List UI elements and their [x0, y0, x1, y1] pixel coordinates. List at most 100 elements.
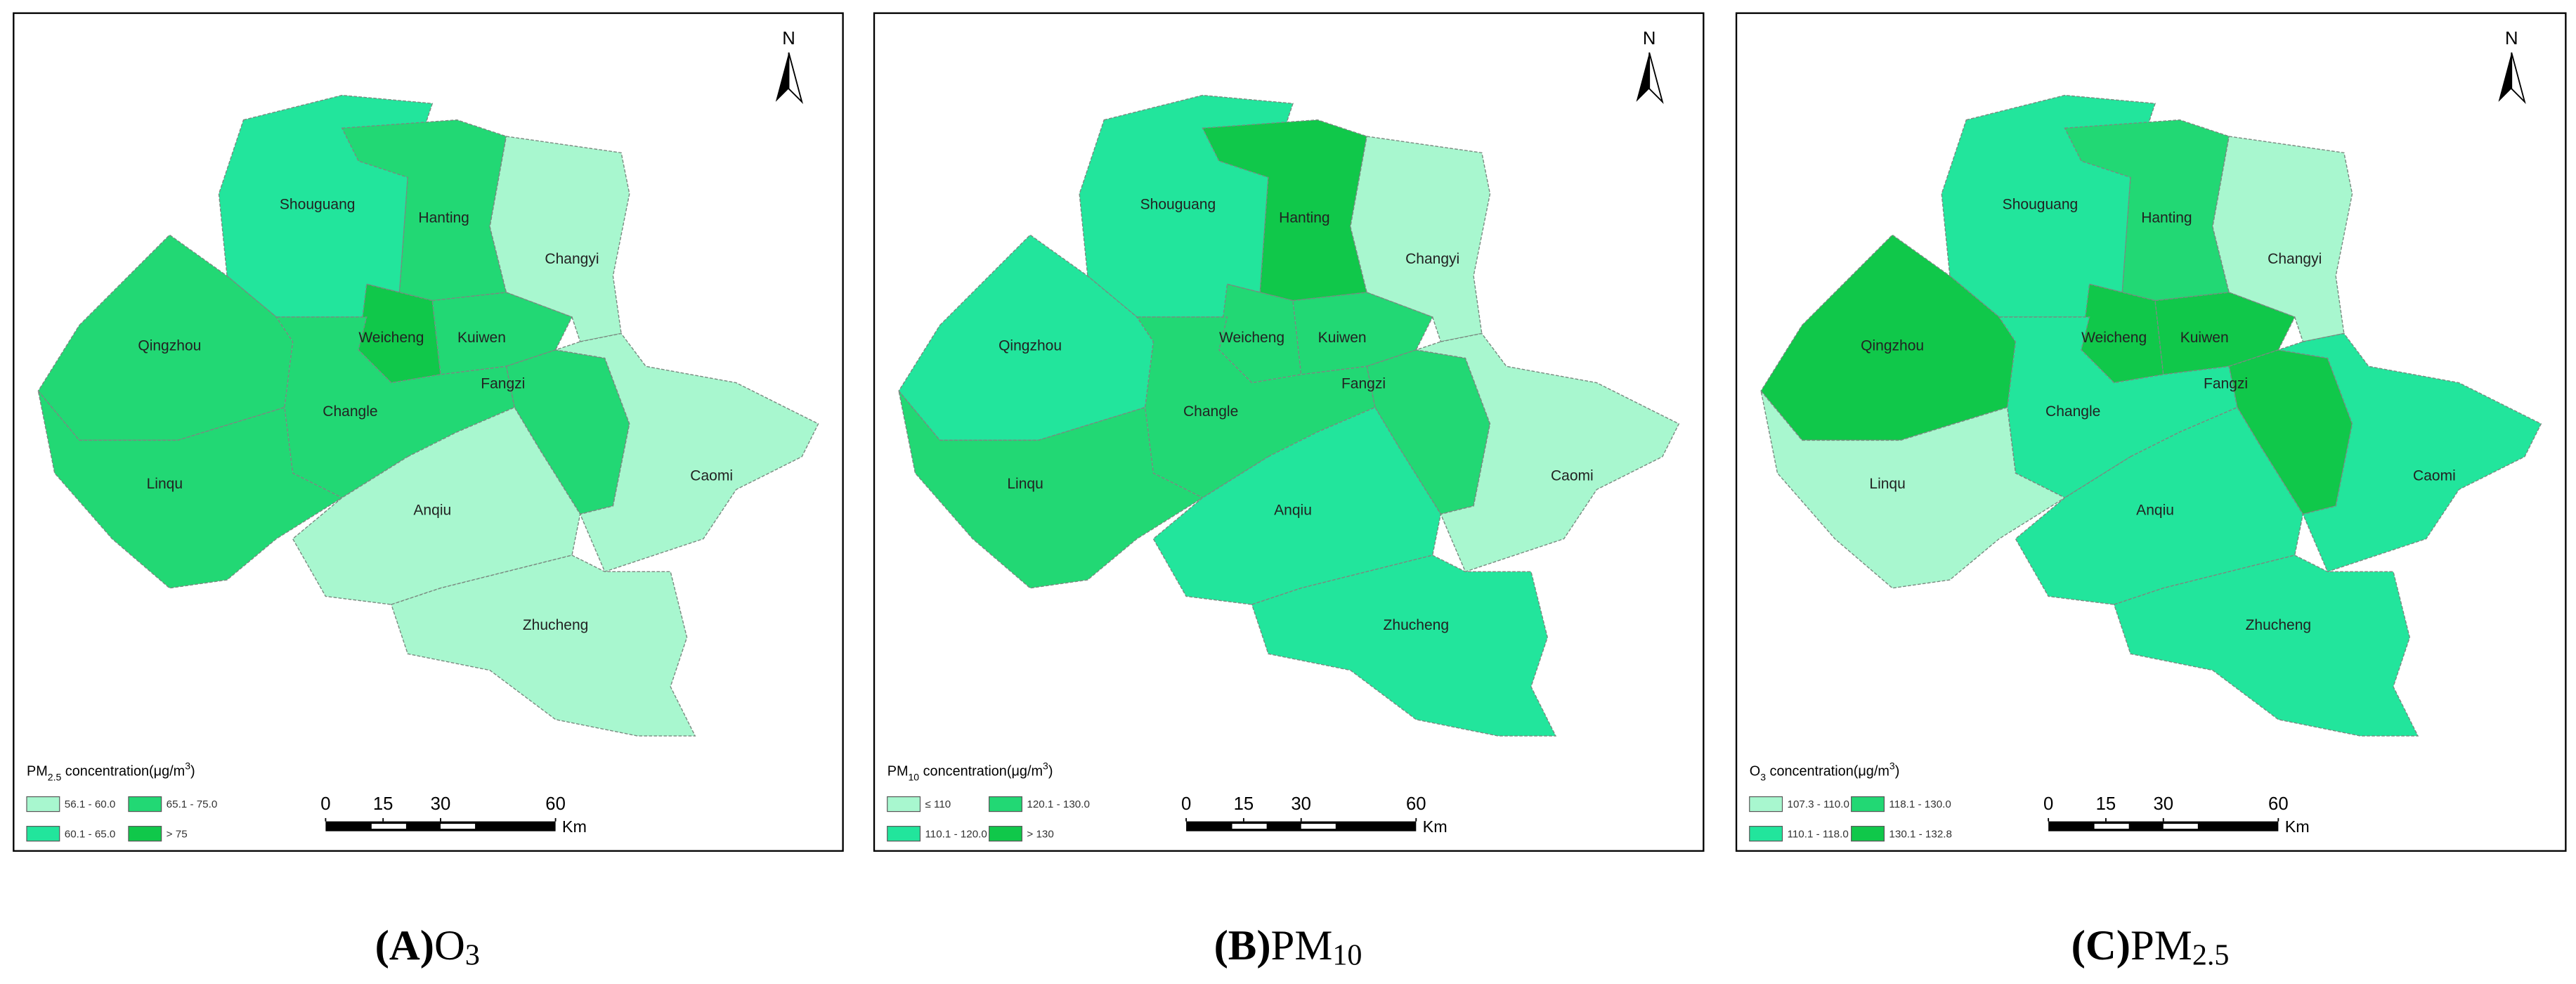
caption: (B)PM10 [1214, 922, 1362, 971]
north-arrow [2511, 52, 2526, 105]
county [505, 349, 630, 515]
county-label: Linqu [1869, 476, 1905, 492]
legend-label: ≤ 110 [925, 798, 951, 810]
north-arrow [775, 52, 789, 102]
county-label: Changyi [1405, 251, 1459, 267]
north-arrow [788, 52, 803, 105]
caption-sub: 10 [1332, 939, 1362, 971]
scale-tick-label: 30 [1291, 794, 1311, 814]
legend-swatch [128, 826, 162, 842]
legend-title-text: concentration(μg/m [919, 764, 1043, 779]
legend-label: 118.1 - 130.0 [1889, 798, 1951, 810]
legend-swatch [989, 796, 1022, 813]
county-label: Kuiwen [1318, 330, 1367, 346]
caption-sub: 3 [465, 939, 480, 971]
map-panel: Shouguang Hanting Changyi Qingzhou Weicheng K… [13, 12, 844, 852]
county-label: Zhucheng [523, 617, 588, 633]
county-label: Weicheng [2081, 330, 2147, 346]
legend-title-name: PM [27, 764, 48, 779]
legend-title-text: concentration(μg/m [1766, 764, 1889, 779]
legend-title: O3 concentration(μg/m3) [1750, 760, 1900, 782]
legend-title: PM2.5 concentration(μg/m3) [27, 760, 195, 782]
county-label: Qingzhou [138, 338, 201, 354]
scale-tick-label: 15 [1234, 794, 1254, 814]
county-label: Changle [1183, 403, 1238, 420]
county [390, 555, 696, 737]
legend-swatch [989, 826, 1022, 842]
legend-title-end: ) [1048, 764, 1053, 779]
county-label: Shouguang [1140, 197, 1216, 213]
legend-swatch [26, 826, 60, 842]
county [1292, 292, 1433, 375]
legend-label: 60.1 - 65.0 [65, 828, 116, 840]
legend-title-name: PM [887, 764, 909, 779]
county [2228, 349, 2353, 515]
legend-title-sup: 3 [185, 760, 190, 771]
legend-swatch [128, 796, 162, 813]
county [1366, 349, 1491, 515]
scale-bar-segment [371, 824, 406, 829]
north-arrow [2498, 52, 2512, 102]
county [2154, 292, 2296, 375]
county-label: Caomi [2413, 467, 2456, 484]
north-label: N [1643, 29, 1656, 48]
county-label: Caomi [690, 467, 733, 484]
scale-bar-segment [2163, 824, 2198, 829]
scale-bar [1186, 821, 1417, 831]
caption: (A)O3 [375, 922, 480, 971]
scale-tick-label: 30 [431, 794, 451, 814]
county-label: Anqiu [1274, 502, 1312, 518]
county [1760, 390, 2066, 589]
scale-bar-segment [1232, 824, 1267, 829]
county-label: Qingzhou [1861, 338, 1924, 354]
caption-name: O [434, 922, 465, 969]
legend-label: 130.1 - 132.8 [1889, 828, 1952, 840]
county-label: Hanting [1279, 209, 1329, 226]
county-label: Anqiu [2136, 502, 2174, 518]
county-label: Shouguang [280, 197, 356, 213]
scale-unit: Km [2285, 817, 2310, 836]
map-panel: Shouguang Hanting Changyi Qingzhou Weicheng K… [1735, 12, 2567, 852]
scale-bar-segment [440, 824, 476, 829]
legend-title-end: ) [1895, 764, 1900, 779]
legend-title-text: concentration(μg/m [61, 764, 185, 779]
legend-label: 65.1 - 75.0 [167, 798, 218, 810]
county [1251, 555, 1557, 737]
north-arrow [1648, 52, 1664, 105]
legend-label: 56.1 - 60.0 [65, 798, 116, 810]
county-label: Fangzi [481, 375, 525, 391]
county-label: Zhucheng [2246, 617, 2311, 633]
county-label: Caomi [1551, 467, 1594, 484]
legend-swatch [887, 796, 921, 813]
county-label: Zhucheng [1384, 617, 1449, 633]
scale-tick-label: 60 [2268, 794, 2289, 814]
legend-label: > 75 [167, 828, 188, 840]
county-label: Linqu [147, 476, 183, 492]
map-panel: Shouguang Hanting Changyi Qingzhou Weicheng K… [873, 12, 1705, 852]
legend-title-sup: 3 [1889, 760, 1895, 771]
scale-tick-label: 60 [545, 794, 566, 814]
legend-label: 110.1 - 118.0 [1788, 828, 1849, 840]
county-label: Hanting [2141, 209, 2192, 226]
scale-tick-label: 0 [1181, 794, 1191, 814]
county-label: Changyi [545, 251, 599, 267]
legend-title: PM10 concentration(μg/m3) [887, 760, 1053, 782]
caption-name: PM [1271, 922, 1333, 969]
county-label: Fangzi [2204, 375, 2248, 391]
legend-swatch [887, 826, 921, 842]
legend-swatch [1749, 796, 1783, 813]
county-label: Fangzi [1341, 375, 1386, 391]
county [431, 292, 573, 375]
legend-label: > 130 [1027, 828, 1053, 840]
county-label: Qingzhou [998, 338, 1062, 354]
county-label: Weicheng [358, 330, 424, 346]
scale-tick-label: 15 [373, 794, 393, 814]
legend-title-sup: 3 [1043, 760, 1048, 771]
legend-swatch [1749, 826, 1783, 842]
scale-tick-label: 15 [2096, 794, 2116, 814]
legend-label: 107.3 - 110.0 [1788, 798, 1849, 810]
county-label: Linqu [1007, 476, 1043, 492]
caption-letter: (A) [375, 922, 434, 969]
scale-unit: Km [1423, 817, 1448, 836]
